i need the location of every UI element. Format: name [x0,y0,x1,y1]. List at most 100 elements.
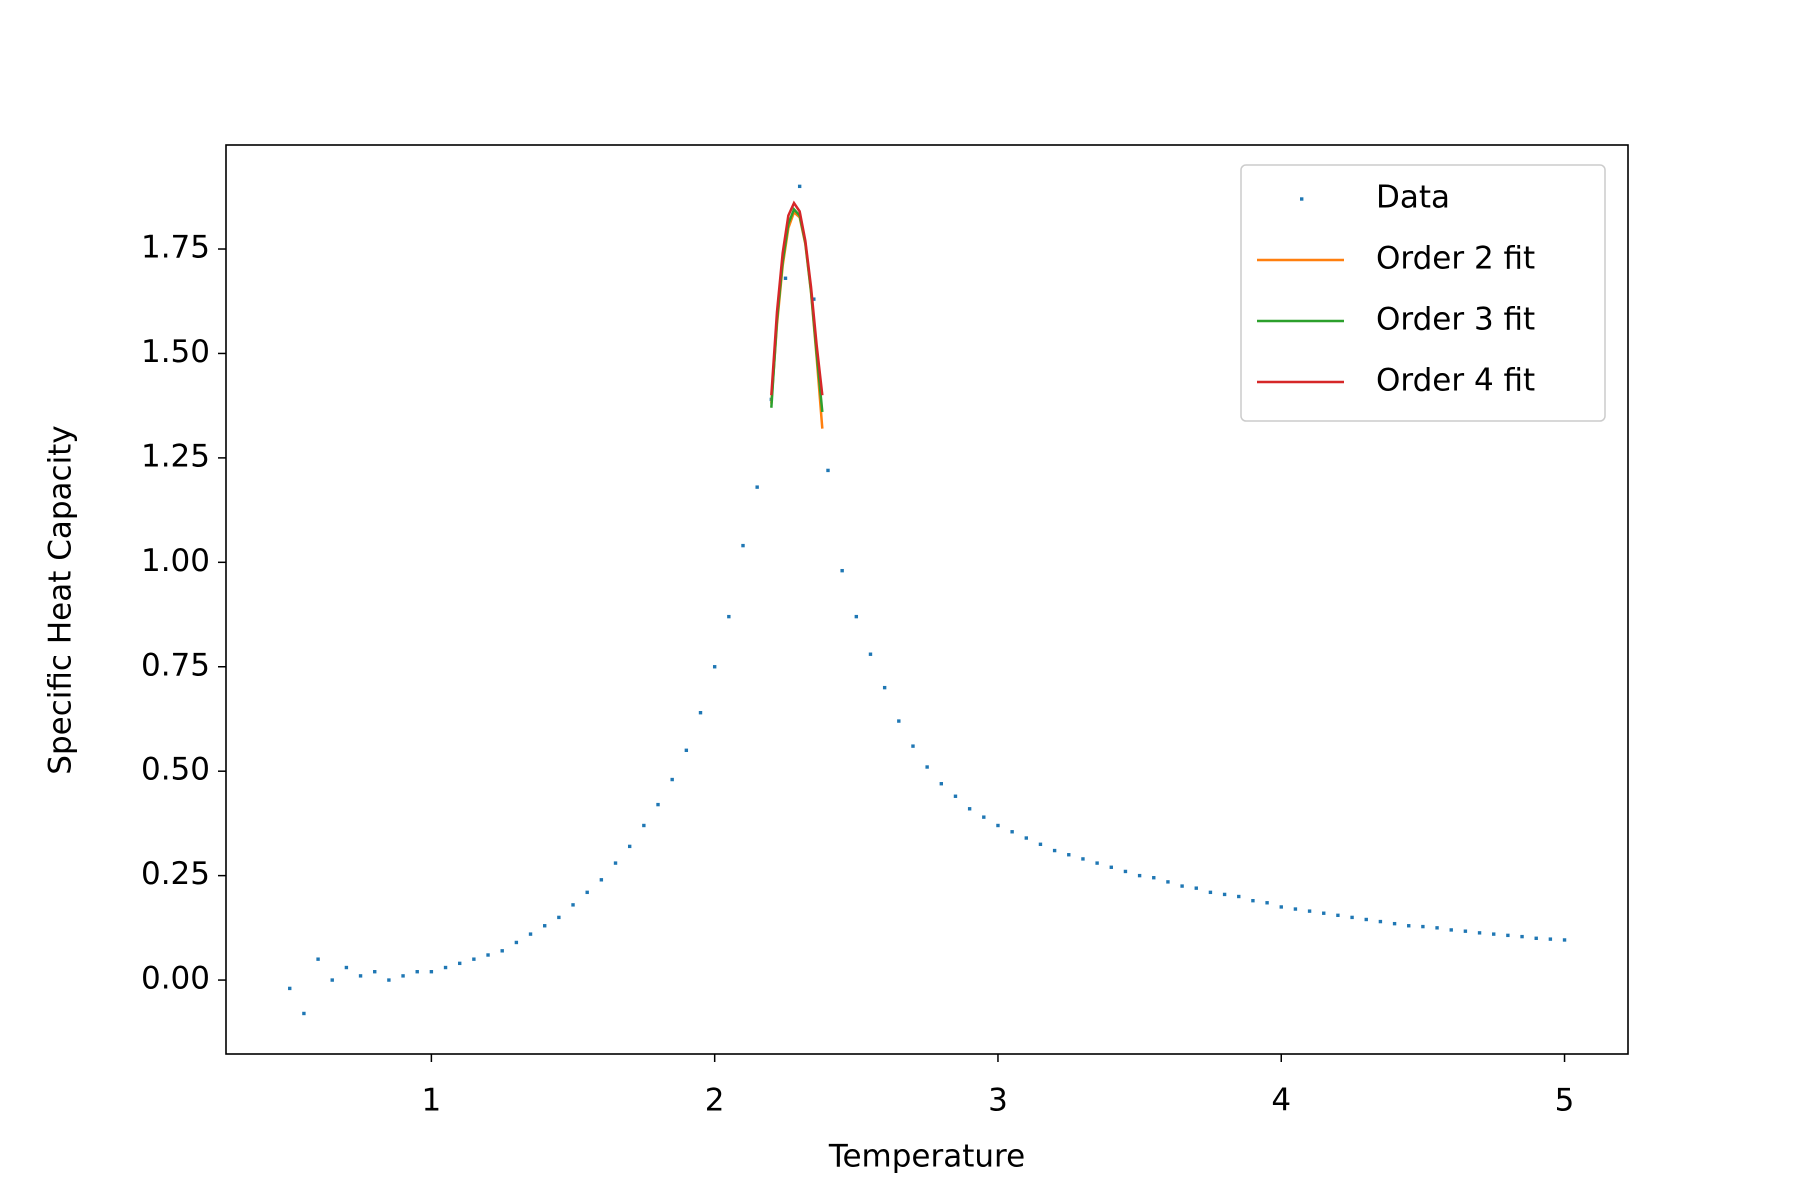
data-point [1109,865,1113,869]
data-point [1222,892,1227,897]
data-point [1081,857,1085,861]
data-point [656,802,660,807]
y-tick-label: 0.25 [141,856,210,892]
data-point [1251,898,1255,903]
data-point [698,711,703,715]
data-point [316,957,320,961]
data-point [1095,861,1099,865]
data-point [429,970,434,974]
data-point [911,744,915,748]
y-tick-label: 1.75 [141,230,210,266]
data-point [670,777,674,782]
data-point [486,953,490,957]
data-point [812,297,816,301]
data-point [1506,933,1510,938]
data-point [330,978,334,982]
data-point [288,986,292,991]
legend-label: Order 3 fit [1376,302,1535,338]
data-point [1407,924,1411,928]
data-point [344,965,349,970]
data-point [741,543,745,548]
data-point [1562,938,1567,942]
data-point [1137,873,1142,878]
x-tick-label: 1 [422,1083,442,1119]
data-point [797,184,802,189]
data-point [458,961,462,966]
x-tick-label: 5 [1555,1083,1575,1119]
legend-marker [1300,197,1304,201]
data-point [585,890,589,895]
data-point [953,794,958,798]
x-axis-label: Temperature [828,1139,1025,1175]
data-point [712,665,717,669]
data-point [1435,926,1439,930]
fit-line [770,206,824,413]
data-point [826,468,830,473]
data-point [1194,886,1198,890]
data-point [642,823,646,828]
data-point [528,932,533,936]
y-tick-label: 1.00 [141,543,210,579]
data-point [302,1011,306,1016]
data-point [882,685,887,690]
data-point [1463,929,1468,933]
data-point [1322,911,1326,915]
data-point [571,903,575,907]
data-point [1492,932,1496,936]
data-point [1010,830,1014,834]
data-point [840,568,844,573]
data-point [387,978,391,982]
data-point [514,940,519,945]
legend-label: Order 4 fit [1376,363,1535,399]
data-point [996,823,1000,828]
data-point [1152,876,1156,880]
data-point [1237,894,1241,899]
data-point [755,485,759,489]
data-point [472,957,476,961]
data-point [543,924,547,928]
data-point [1052,848,1057,853]
data-point [557,915,561,920]
plot-frame [225,144,1629,1055]
data-point [1293,907,1298,911]
y-tick-label: 0.00 [141,961,210,997]
data-point [613,861,618,865]
legend-box [1240,164,1606,422]
y-tick-label: 0.50 [141,752,210,788]
data-point [1336,913,1340,918]
data-point [868,652,873,656]
data-point [727,614,731,619]
data-point [967,807,972,811]
data-point [1392,921,1397,926]
data-point [500,949,504,953]
data-point [358,974,363,978]
y-tick-label: 1.25 [141,438,210,474]
data-point [627,844,632,849]
data-point [1421,924,1425,929]
data-point [1265,901,1269,905]
data-point [1123,869,1128,874]
x-tick-label: 4 [1271,1083,1291,1119]
data-point [939,782,944,786]
data-point [1038,842,1043,846]
data-point [415,970,419,974]
data-point [854,614,859,619]
legend-label: Order 2 fit [1376,241,1535,277]
data-point [1024,836,1028,840]
x-tick-label: 2 [705,1083,725,1119]
data-point [1180,884,1184,888]
legend-label: Data [1376,180,1450,216]
y-tick-label: 1.50 [141,334,210,370]
data-point [1477,931,1482,935]
data-point [1449,928,1453,932]
data-point [1208,890,1213,895]
data-point [401,974,405,978]
y-axis-label: Specific Heat Capacity [43,425,79,774]
data-point [1279,905,1283,909]
data-point [1548,937,1553,941]
data-point [1067,853,1071,857]
data-point [783,276,788,280]
data-point [1378,919,1383,924]
data-point [1364,917,1368,922]
